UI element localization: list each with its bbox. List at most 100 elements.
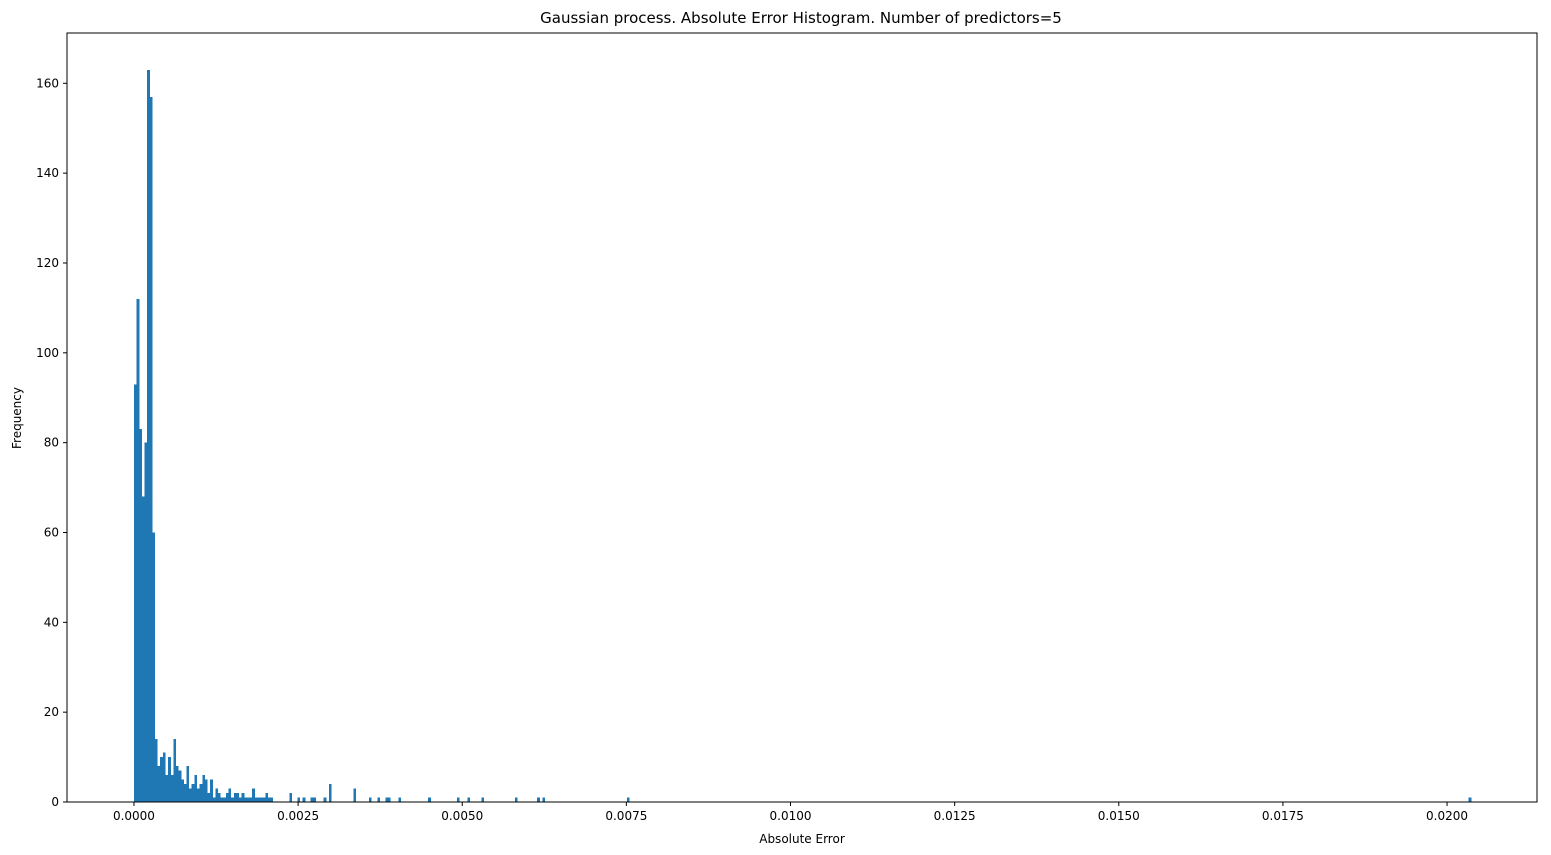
histogram-bar bbox=[194, 775, 198, 802]
histogram-bar bbox=[220, 797, 224, 802]
y-tick-label: 80 bbox=[44, 436, 59, 450]
histogram-bar bbox=[225, 793, 229, 802]
x-tick-label: 0.0100 bbox=[770, 809, 812, 823]
histogram-bar bbox=[162, 752, 166, 802]
x-tick-label: 0.0025 bbox=[277, 809, 319, 823]
histogram-bar bbox=[199, 784, 203, 802]
histogram-bar bbox=[133, 384, 137, 802]
y-tick-label: 40 bbox=[44, 615, 59, 629]
histogram-bar bbox=[302, 797, 306, 802]
histogram-bar bbox=[270, 797, 274, 802]
histogram-bar bbox=[323, 797, 327, 802]
y-tick-label: 140 bbox=[36, 166, 59, 180]
histogram-bar bbox=[212, 797, 216, 802]
histogram-bars bbox=[133, 69, 1472, 802]
histogram-bar bbox=[173, 739, 177, 802]
chart-title: Gaussian process. Absolute Error Histogr… bbox=[540, 9, 1062, 27]
histogram-bar bbox=[398, 797, 402, 802]
histogram-bar bbox=[310, 797, 314, 802]
histogram-bar bbox=[157, 766, 161, 802]
histogram-bar bbox=[186, 766, 190, 802]
histogram-bar bbox=[149, 96, 153, 802]
histogram-bar bbox=[223, 797, 226, 802]
histogram-bar bbox=[377, 797, 381, 802]
histogram-bar bbox=[388, 797, 391, 802]
x-axis-ticks: 0.0000 0.0025 0.0050 0.0075 0.0100 0.0125 0.01… bbox=[113, 802, 1468, 823]
histogram-bar bbox=[456, 797, 460, 802]
histogram-bar bbox=[481, 797, 484, 802]
histogram-bar bbox=[297, 797, 301, 802]
histogram-bar bbox=[249, 797, 253, 802]
histogram-bar bbox=[369, 797, 372, 802]
histogram-bar bbox=[328, 784, 332, 802]
histogram-bar bbox=[191, 784, 195, 802]
histogram-bar bbox=[467, 797, 471, 802]
histogram-bar bbox=[168, 757, 171, 802]
histogram-bar bbox=[260, 797, 263, 802]
histogram-bar bbox=[218, 793, 221, 802]
histogram-bar bbox=[353, 788, 356, 802]
histogram-bar bbox=[197, 788, 200, 802]
histogram-bar bbox=[246, 797, 250, 802]
y-tick-label: 0 bbox=[51, 795, 59, 809]
histogram-bar bbox=[152, 532, 156, 802]
histogram-bar bbox=[236, 793, 240, 802]
y-tick-label: 20 bbox=[44, 705, 59, 719]
histogram-bar bbox=[204, 779, 208, 802]
histogram-bar bbox=[257, 797, 261, 802]
y-tick-label: 60 bbox=[44, 525, 59, 539]
histogram-bar bbox=[215, 788, 219, 802]
histogram-bar bbox=[241, 793, 245, 802]
histogram-bar bbox=[160, 757, 163, 802]
histogram-bar bbox=[514, 797, 518, 802]
x-tick-label: 0.0200 bbox=[1426, 809, 1468, 823]
histogram-bar bbox=[210, 779, 213, 802]
histogram-bar bbox=[239, 797, 242, 802]
histogram-bar bbox=[202, 775, 205, 802]
histogram-bar bbox=[144, 442, 148, 802]
histogram-bar bbox=[252, 788, 255, 802]
histogram-bar bbox=[154, 739, 158, 802]
histogram-bar bbox=[289, 793, 293, 802]
x-tick-label: 0.0050 bbox=[441, 809, 483, 823]
x-tick-label: 0.0125 bbox=[934, 809, 976, 823]
histogram-bar bbox=[428, 797, 431, 802]
histogram-bar bbox=[178, 770, 182, 802]
histogram-bar bbox=[231, 797, 234, 802]
x-tick-label: 0.0075 bbox=[605, 809, 647, 823]
histogram-bar bbox=[228, 788, 232, 802]
y-tick-label: 160 bbox=[36, 76, 59, 90]
histogram-bar bbox=[385, 797, 389, 802]
histogram-bar bbox=[147, 69, 150, 802]
histogram-bar bbox=[139, 429, 142, 802]
x-tick-label: 0.0000 bbox=[113, 809, 155, 823]
histogram-bar bbox=[183, 784, 187, 802]
histogram-bar bbox=[181, 779, 184, 802]
histogram-bar bbox=[627, 797, 630, 802]
histogram-bar bbox=[262, 797, 266, 802]
plot-area-frame bbox=[66, 32, 1538, 803]
x-axis-label: Absolute Error bbox=[759, 832, 845, 846]
y-axis-ticks: 0 20 40 60 80 100 120 140 160 bbox=[36, 76, 67, 809]
x-tick-label: 0.0150 bbox=[1098, 809, 1140, 823]
y-tick-label: 120 bbox=[36, 256, 59, 270]
histogram-bar bbox=[233, 793, 237, 802]
histogram-bar bbox=[189, 788, 192, 802]
histogram-bar bbox=[267, 797, 271, 802]
histogram-bar bbox=[136, 298, 140, 802]
histogram-bar bbox=[165, 775, 169, 802]
histogram-bar bbox=[175, 766, 179, 802]
histogram-bar bbox=[254, 797, 258, 802]
histogram-bar bbox=[537, 797, 540, 802]
histogram-bar bbox=[265, 793, 268, 802]
y-tick-label: 100 bbox=[36, 346, 59, 360]
histogram-bar bbox=[1468, 797, 1472, 802]
histogram-bar bbox=[542, 797, 546, 802]
histogram-bar bbox=[244, 797, 247, 802]
histogram-bar bbox=[313, 797, 316, 802]
x-tick-label: 0.0175 bbox=[1262, 809, 1304, 823]
y-axis-label: Frequency bbox=[10, 387, 24, 449]
histogram-bar bbox=[170, 775, 174, 802]
